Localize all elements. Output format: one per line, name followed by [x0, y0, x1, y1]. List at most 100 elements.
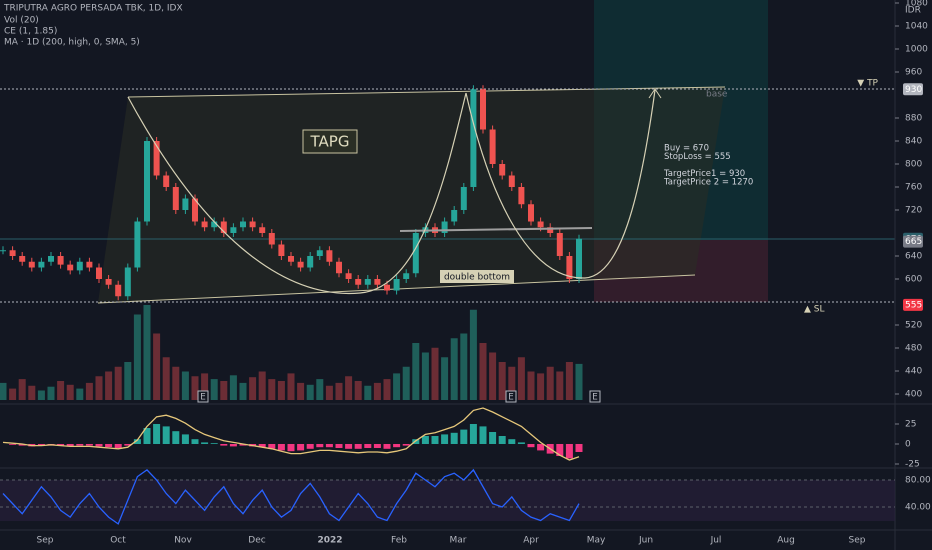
volume-bar — [28, 385, 36, 400]
candle — [336, 261, 342, 274]
macd-hist — [57, 444, 65, 446]
candle — [19, 256, 26, 262]
volume-bar — [287, 373, 295, 400]
note-line: TargetPrice 2 = 1270 — [663, 178, 753, 188]
pattern-label: double bottom — [444, 273, 510, 283]
volume-bar — [565, 362, 573, 400]
macd-hist — [268, 444, 276, 449]
volume-bar — [546, 366, 554, 400]
candle — [566, 256, 573, 279]
candle — [67, 264, 74, 271]
cup-curve — [127, 92, 467, 295]
volume-bar — [114, 366, 122, 400]
candle — [0, 250, 6, 252]
macd-hist — [201, 442, 209, 444]
macd-hist — [345, 444, 353, 449]
candle — [278, 244, 285, 256]
stoch-band — [0, 480, 895, 521]
price-tag-label: 665 — [905, 237, 922, 247]
volume-bar — [220, 381, 228, 400]
candle — [259, 227, 266, 233]
x-axis-label: Sep — [37, 536, 54, 546]
macd-hist — [143, 428, 151, 444]
candle — [528, 204, 534, 222]
earnings-label: E — [508, 393, 514, 403]
ma-line — [399, 227, 593, 232]
volume-bar — [460, 333, 468, 400]
macd-hist — [479, 426, 487, 444]
candle — [576, 238, 582, 279]
macd-hist — [105, 444, 113, 448]
candle — [28, 261, 35, 268]
price-tick-label: 400 — [905, 390, 922, 400]
symbol-title: TRIPUTRA AGRO PERSADA TBK, 1D, IDX — [3, 4, 183, 14]
candle — [230, 227, 237, 233]
candle — [547, 227, 554, 233]
volume-bar — [508, 366, 516, 400]
macd-hist — [18, 444, 26, 446]
volume-bar — [9, 388, 17, 400]
macd-hist — [306, 444, 314, 449]
candle — [374, 279, 381, 285]
ticker-box — [302, 129, 358, 154]
volume-bar — [450, 338, 458, 400]
price-tick-label: 800 — [905, 160, 922, 170]
note-line: TargetPrice1 = 930 — [663, 169, 745, 179]
macd-hist — [489, 432, 497, 444]
candle — [105, 279, 112, 285]
macd-hist — [364, 444, 372, 448]
candle — [249, 221, 256, 228]
macd-hist — [114, 444, 122, 448]
indicator-ma: MA · 1D (200, high, 0, SMA, 5) — [4, 38, 140, 48]
price-tick-label: 480 — [905, 344, 922, 354]
macd-hist — [527, 444, 535, 448]
stoch-tick-label: 40.00 — [905, 503, 931, 513]
price-tick-label: 600 — [905, 275, 922, 285]
macd-hist — [402, 444, 410, 446]
macd-hist — [277, 444, 285, 451]
macd-hist — [508, 439, 516, 444]
price-tick-label: 1040 — [905, 22, 928, 32]
candle — [211, 221, 218, 228]
price-tag-label: 930 — [905, 85, 922, 95]
macd-hist — [537, 444, 545, 451]
price-tick-label: 840 — [905, 137, 922, 147]
base-label: base — [706, 90, 728, 100]
volume-bar — [66, 384, 74, 400]
volume-bar — [210, 379, 218, 400]
macd-hist — [76, 444, 84, 446]
macd-line — [2, 407, 580, 461]
x-axis-label: Nov — [174, 536, 192, 546]
volume-bar — [153, 333, 161, 400]
volume-bar — [354, 381, 362, 400]
candle — [441, 221, 448, 233]
candle — [76, 261, 83, 271]
macd-hist — [9, 444, 17, 445]
earnings-marker — [505, 390, 517, 403]
note-line: Buy = 670 — [664, 144, 709, 154]
candle — [268, 233, 275, 245]
price-tick-label: 1080 — [905, 0, 928, 9]
macd-hist — [162, 426, 170, 444]
channel-fill — [98, 87, 725, 303]
volume-bar — [527, 371, 535, 400]
stoch-line — [2, 468, 580, 525]
candle — [355, 279, 362, 285]
x-axis-label: Oct — [110, 536, 126, 546]
earnings-label: E — [592, 393, 598, 403]
volume-bar — [335, 382, 343, 400]
macd-hist — [229, 444, 237, 447]
volume-bar — [201, 373, 209, 400]
volume-bar — [498, 362, 506, 400]
candle — [153, 141, 160, 176]
volume-bar — [229, 375, 237, 400]
volume-bar — [469, 309, 477, 400]
earnings-label: E — [200, 393, 206, 403]
price-tick-label: 880 — [905, 114, 922, 124]
candle — [57, 256, 64, 265]
macd-hist — [220, 444, 228, 446]
price-tick-label: 520 — [905, 321, 922, 331]
x-axis-label: Jun — [638, 536, 653, 546]
stoch-tick-label: 80.00 — [905, 476, 931, 486]
